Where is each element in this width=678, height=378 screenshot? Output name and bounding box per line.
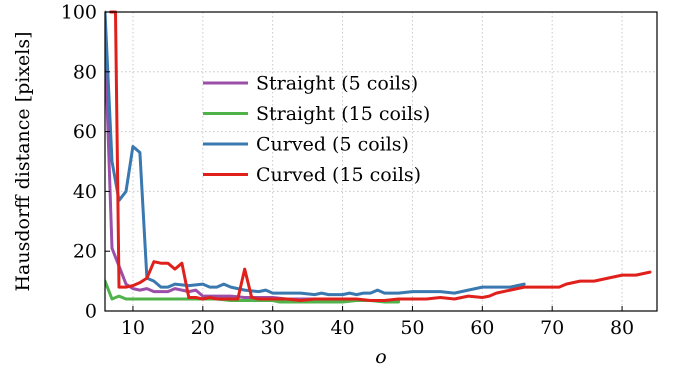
x-tick-label: 50 bbox=[400, 317, 424, 339]
x-tick-label: 10 bbox=[121, 317, 145, 339]
x-axis-label: o bbox=[375, 346, 386, 368]
y-tick-label: 60 bbox=[73, 121, 97, 143]
y-tick-label: 40 bbox=[73, 181, 97, 203]
x-tick-label: 30 bbox=[261, 317, 285, 339]
series-layer bbox=[105, 10, 652, 304]
y-tick-label: 20 bbox=[73, 241, 97, 263]
y-tick-label: 0 bbox=[85, 301, 97, 323]
grid bbox=[105, 11, 657, 312]
x-tick-label: 70 bbox=[540, 317, 564, 339]
legend-label: Curved (15 coils) bbox=[256, 164, 421, 186]
plot-frame bbox=[104, 11, 658, 312]
x-tick-label: 80 bbox=[610, 317, 634, 339]
y-tick-label: 80 bbox=[73, 61, 97, 83]
x-tick-label: 60 bbox=[470, 317, 494, 339]
x-tick-label: 20 bbox=[191, 317, 215, 339]
y-axis-label: Hausdorff distance [pixels] bbox=[12, 31, 34, 291]
series-line-2 bbox=[105, 279, 400, 304]
legend-label: Straight (15 coils) bbox=[256, 103, 430, 125]
legend-label: Straight (5 coils) bbox=[256, 73, 418, 95]
legend: Straight (5 coils) Straight (15 coils) Cur… bbox=[203, 73, 430, 186]
x-axis-ticks: 10 20 30 40 50 60 70 80 bbox=[121, 306, 634, 339]
series-line-4 bbox=[109, 10, 652, 302]
series-line-3 bbox=[105, 10, 526, 297]
x-tick-label: 40 bbox=[330, 317, 354, 339]
y-axis-ticks: 0 20 40 60 80 100 bbox=[61, 2, 110, 323]
y-tick-label: 100 bbox=[61, 2, 97, 24]
legend-label: Curved (5 coils) bbox=[256, 134, 409, 156]
